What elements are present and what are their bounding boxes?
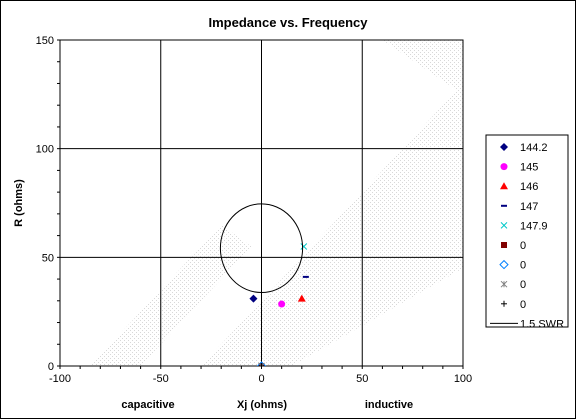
legend: 144.2 145 146 147 147.9 0 0 0 0 1.5 SWR (485, 134, 569, 330)
legend-label-1: 145 (520, 162, 538, 174)
marker-square (501, 242, 507, 248)
legend-box (485, 134, 569, 328)
x-annotation-inductive: inductive (365, 399, 413, 411)
legend-label-4: 147.9 (520, 220, 548, 232)
legend-marker-6 (499, 259, 509, 270)
data-point-series-4-0 (300, 243, 308, 250)
y-tick-label: 50 (42, 252, 54, 264)
grid-lines (59, 39, 464, 367)
legend-label-0: 144.2 (520, 142, 548, 154)
legend-marker-7 (500, 280, 508, 288)
legend-label-9: 1.5 SWR (520, 318, 564, 330)
y-axis-title: R (ohms) (13, 179, 25, 227)
x-annotation-capacitive: capacitive (121, 399, 174, 411)
data-point-series-1-0 (278, 300, 286, 308)
y-tick-label: 100 (36, 144, 54, 156)
hatch-bands (90, 40, 463, 366)
marker-star-a (258, 362, 263, 366)
marker-star-b (260, 362, 265, 366)
x-tick-label: -100 (49, 373, 71, 385)
hatch-band-inductive (201, 83, 463, 366)
y-tick-label: 0 (48, 361, 54, 373)
x-tick-label: 50 (356, 373, 368, 385)
hatch-band-top (382, 40, 463, 95)
data-point-series-6-0 (256, 361, 267, 366)
legend-marker-2 (500, 182, 508, 190)
marker-x-b (500, 222, 508, 229)
legend-label-7: 0 (520, 279, 526, 291)
data-point-series-8-0 (258, 363, 265, 366)
marker-diamond (249, 294, 258, 303)
series-layer (219, 203, 309, 366)
data-point-series-0-0 (249, 294, 258, 303)
marker-open-diamond (256, 361, 267, 366)
data-point-series-2-0 (297, 294, 306, 302)
x-tick-label: -50 (153, 373, 169, 385)
legend-marker-1 (500, 163, 508, 171)
x-tick-label: 0 (258, 373, 264, 385)
legend-label-2: 146 (520, 181, 538, 193)
marker-circle (278, 300, 286, 308)
axis-labels: -100 -50 0 50 100 0 50 100 150 (36, 35, 473, 385)
marker-x-b (300, 243, 308, 250)
legend-marker-0 (500, 143, 508, 151)
legend-label-5: 0 (520, 240, 526, 252)
marker-triangle (297, 294, 306, 302)
legend-marker-4 (500, 222, 508, 229)
legend-marker-8 (501, 300, 507, 307)
hatch-band-capacitive (90, 224, 252, 366)
marker-open-diamond (499, 259, 509, 270)
legend-marker-5 (501, 242, 507, 248)
marker-circle (500, 163, 508, 171)
legend-label-6: 0 (520, 260, 526, 272)
legend-label-3: 147 (520, 201, 538, 213)
chart-title: Impedance vs. Frequency (209, 15, 369, 30)
x-tick-label: 100 (454, 373, 472, 385)
y-tick-label: 150 (36, 35, 54, 47)
marker-triangle (500, 182, 508, 190)
swr-circle (219, 203, 304, 294)
x-axis-title: Xj (ohms) (237, 399, 287, 411)
axis-ticks (57, 39, 464, 369)
marker-diamond (500, 143, 508, 151)
legend-label-8: 0 (520, 299, 526, 311)
